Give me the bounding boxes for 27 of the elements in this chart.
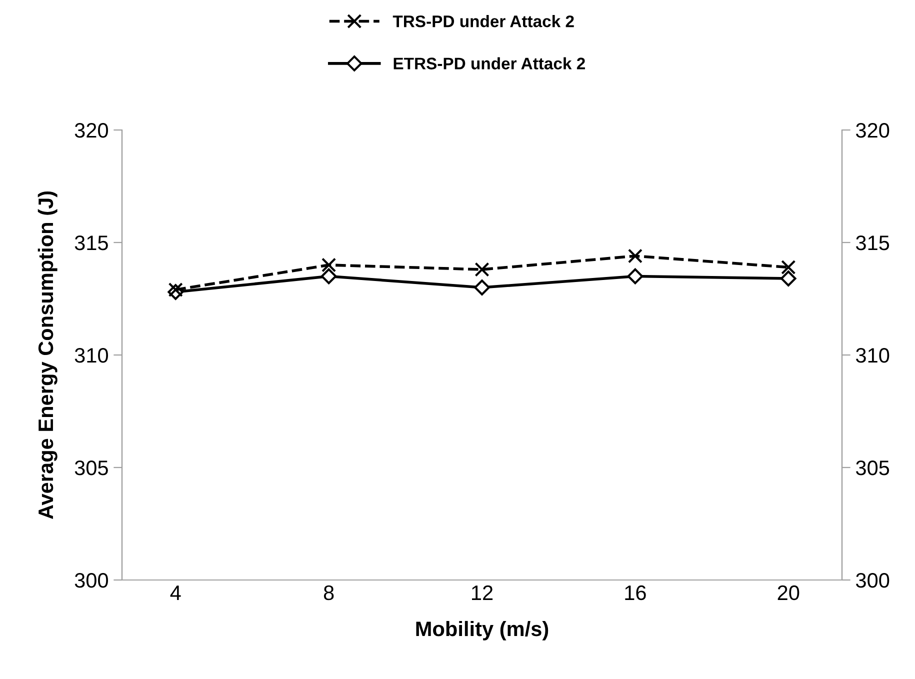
y-tick-label: 310 xyxy=(74,348,108,363)
point xyxy=(780,270,796,286)
point xyxy=(628,248,642,264)
y-tick-label: 320 xyxy=(74,123,108,138)
y-tick-label: 300 xyxy=(74,573,108,588)
point xyxy=(627,268,644,284)
point xyxy=(781,260,796,275)
legend-label: ETRS-PD under Attack 2 xyxy=(394,57,585,70)
point xyxy=(322,258,336,272)
x-tick-label: 12 xyxy=(472,585,493,600)
y-tick-label: 315 xyxy=(74,236,108,250)
y-axis-title: Average Energy Consumption (J) xyxy=(38,191,58,520)
y2-tick-label: 300 xyxy=(856,573,890,588)
point xyxy=(320,268,337,284)
y2-tick-label: 310 xyxy=(856,348,890,363)
point xyxy=(474,262,490,277)
y2-tick-label: 320 xyxy=(856,123,890,138)
legend-label: TRS-PD under Attack 2 xyxy=(392,15,574,28)
x-tick-label: 16 xyxy=(625,585,646,600)
y2-tick-label: 315 xyxy=(856,236,890,250)
x-tick-label: 4 xyxy=(170,586,181,600)
y2-tick-label: 305 xyxy=(856,460,890,476)
x-tick-label: 20 xyxy=(778,585,800,600)
y-tick-label: 305 xyxy=(74,460,108,476)
x-tick-label: 8 xyxy=(324,585,334,600)
point xyxy=(474,280,490,296)
x-axis-title: Mobility (m/s) xyxy=(416,620,548,640)
